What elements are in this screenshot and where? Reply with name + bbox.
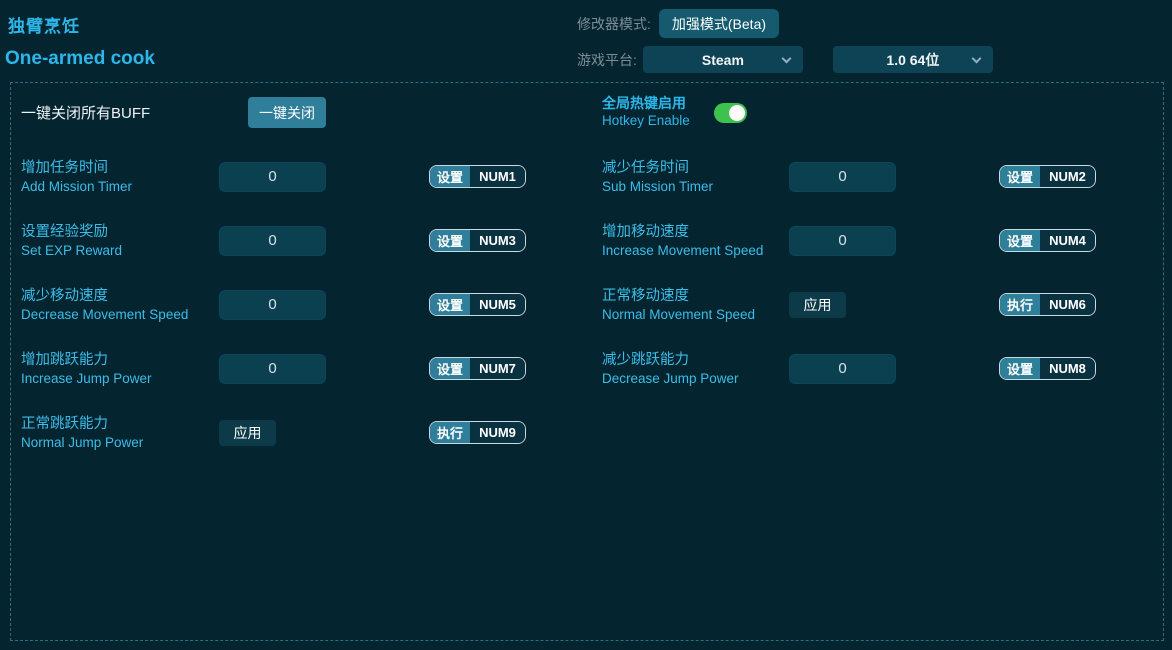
- version-value: 1.0 64位: [886, 51, 940, 68]
- hotkey-action-label: 设置: [430, 294, 471, 316]
- mode-row: 修改器模式: 加强模式(Beta): [577, 9, 780, 38]
- hotkey-action-label: 设置: [430, 230, 471, 252]
- row-decrease-movement-speed: 减少移动速度 Decrease Movement Speed 设置 NUM5: [21, 287, 526, 323]
- hotkey-enable-toggle[interactable]: [714, 102, 747, 123]
- hotkey-label-en: Hotkey Enable: [602, 112, 690, 128]
- version-select[interactable]: 1.0 64位: [832, 46, 993, 73]
- hotkey-action-label: 执行: [430, 422, 471, 444]
- row-label-cn: 设置经验奖励: [21, 223, 108, 240]
- platform-row: 游戏平台: Steam 1.0 64位: [577, 46, 993, 73]
- hotkey-action-label: 设置: [1000, 358, 1041, 380]
- header: 独臂烹饪 One-armed cook 修改器模式: 加强模式(Beta) 游戏…: [0, 0, 1172, 82]
- value-input[interactable]: [789, 225, 896, 256]
- row-label-en: Decrease Movement Speed: [21, 306, 189, 322]
- row-label-en: Increase Jump Power: [21, 370, 152, 386]
- hotkey-button[interactable]: 执行 NUM9: [429, 421, 526, 445]
- apply-button[interactable]: 应用: [789, 291, 846, 318]
- hotkey-key-label: NUM9: [470, 422, 525, 444]
- hotkey-button[interactable]: 执行 NUM6: [999, 293, 1096, 317]
- row-label-cn: 正常跳跃能力: [21, 415, 108, 432]
- platform-label: 游戏平台:: [577, 51, 637, 68]
- trainer-panel: 一键关闭所有BUFF 一键关闭 全局热键启用 Hotkey Enable 增加任…: [10, 82, 1164, 641]
- row-add-mission-timer: 增加任务时间 Add Mission Timer 设置 NUM1: [21, 159, 526, 195]
- row-sub-mission-timer: 减少任务时间 Sub Mission Timer 设置 NUM2: [602, 159, 1096, 195]
- buff-row: 一键关闭所有BUFF 一键关闭 全局热键启用 Hotkey Enable: [11, 95, 1163, 129]
- toggle-knob: [729, 104, 745, 121]
- hotkey-key-label: NUM3: [470, 230, 525, 252]
- platform-select[interactable]: Steam: [642, 46, 803, 73]
- row-increase-movement-speed: 增加移动速度 Increase Movement Speed 设置 NUM4: [602, 223, 1096, 259]
- hotkey-action-label: 设置: [1000, 166, 1041, 188]
- buff-label: 一键关闭所有BUFF: [21, 105, 151, 122]
- row-label-cn: 增加跳跃能力: [21, 351, 108, 368]
- apply-button[interactable]: 应用: [219, 419, 276, 446]
- hotkey-action-label: 设置: [1000, 230, 1041, 252]
- hotkey-action-label: 设置: [430, 358, 471, 380]
- mode-label: 修改器模式:: [577, 15, 651, 32]
- hotkey-action-label: 设置: [430, 166, 471, 188]
- row-label-en: Normal Movement Speed: [602, 306, 756, 322]
- hotkey-button[interactable]: 设置 NUM8: [999, 357, 1096, 381]
- hotkey-enable-label: 全局热键启用 Hotkey Enable: [602, 95, 710, 129]
- chevron-down-icon: [971, 53, 982, 64]
- trainer-rows: 增加任务时间 Add Mission Timer 设置 NUM1 减少任务时间 …: [11, 145, 1163, 465]
- hotkey-key-label: NUM5: [470, 294, 525, 316]
- row-set-exp-reward: 设置经验奖励 Set EXP Reward 设置 NUM3: [21, 223, 526, 259]
- row-label-cn: 增加移动速度: [602, 223, 689, 240]
- hotkey-key-label: NUM2: [1040, 166, 1095, 188]
- hotkey-button[interactable]: 设置 NUM7: [429, 357, 526, 381]
- row-label-cn: 减少任务时间: [602, 159, 689, 176]
- close-all-buff-button[interactable]: 一键关闭: [248, 97, 326, 128]
- row-increase-jump-power: 增加跳跃能力 Increase Jump Power 设置 NUM7: [21, 351, 526, 387]
- row-label-en: Sub Mission Timer: [602, 178, 714, 194]
- hotkey-button[interactable]: 设置 NUM2: [999, 165, 1096, 189]
- hotkey-key-label: NUM8: [1040, 358, 1095, 380]
- row-decrease-jump-power: 减少跳跃能力 Decrease Jump Power 设置 NUM8: [602, 351, 1096, 387]
- row-label-en: Add Mission Timer: [21, 178, 133, 194]
- value-input[interactable]: [219, 225, 326, 256]
- app-title-cn: 独臂烹饪: [8, 17, 80, 36]
- row-normal-movement-speed: 正常移动速度 Normal Movement Speed 应用 执行 NUM6: [602, 287, 1096, 323]
- row-label-cn: 减少移动速度: [21, 287, 108, 304]
- hotkey-button[interactable]: 设置 NUM5: [429, 293, 526, 317]
- value-input[interactable]: [219, 161, 326, 192]
- row-label-cn: 正常移动速度: [602, 287, 689, 304]
- chevron-down-icon: [781, 53, 792, 64]
- hotkey-key-label: NUM4: [1040, 230, 1095, 252]
- value-input[interactable]: [219, 353, 326, 384]
- row-label-en: Set EXP Reward: [21, 242, 123, 258]
- row-normal-jump-power: 正常跳跃能力 Normal Jump Power 应用 执行 NUM9: [21, 415, 526, 451]
- value-input[interactable]: [789, 161, 896, 192]
- enhanced-mode-button[interactable]: 加强模式(Beta): [658, 9, 780, 38]
- hotkey-key-label: NUM7: [470, 358, 525, 380]
- row-label-cn: 减少跳跃能力: [602, 351, 689, 368]
- hotkey-key-label: NUM6: [1040, 294, 1095, 316]
- value-input[interactable]: [789, 353, 896, 384]
- hotkey-label-cn: 全局热键启用: [602, 95, 686, 112]
- hotkey-button[interactable]: 设置 NUM4: [999, 229, 1096, 253]
- value-input[interactable]: [219, 289, 326, 320]
- hotkey-action-label: 执行: [1000, 294, 1041, 316]
- hotkey-button[interactable]: 设置 NUM3: [429, 229, 526, 253]
- app-title-en: One-armed cook: [5, 48, 155, 69]
- row-label-cn: 增加任务时间: [21, 159, 108, 176]
- row-label-en: Normal Jump Power: [21, 434, 144, 450]
- row-label-en: Decrease Jump Power: [602, 370, 739, 386]
- hotkey-key-label: NUM1: [470, 166, 525, 188]
- row-label-en: Increase Movement Speed: [602, 242, 764, 258]
- platform-value: Steam: [701, 51, 744, 68]
- hotkey-button[interactable]: 设置 NUM1: [429, 165, 526, 189]
